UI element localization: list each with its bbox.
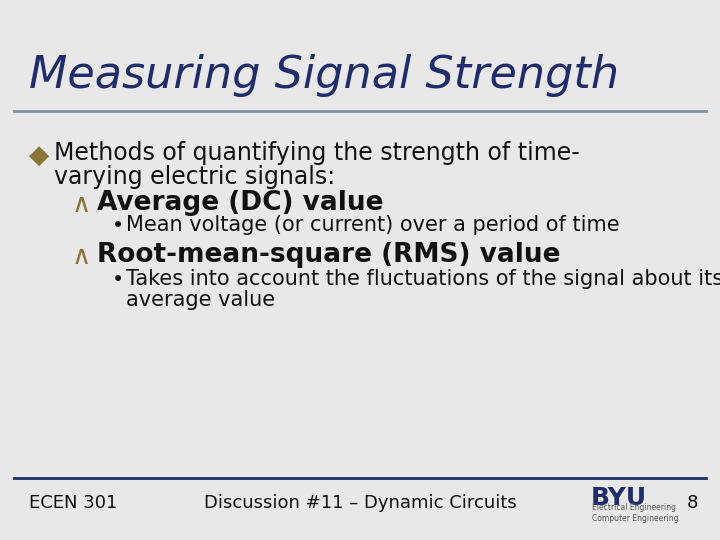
Text: ∧: ∧ <box>72 192 91 218</box>
Text: Electrical Engineering
Computer Engineering: Electrical Engineering Computer Engineer… <box>592 503 678 523</box>
Text: Methods of quantifying the strength of time-: Methods of quantifying the strength of t… <box>54 141 580 165</box>
Text: Takes into account the fluctuations of the signal about its: Takes into account the fluctuations of t… <box>126 269 720 289</box>
Text: Mean voltage (or current) over a period of time: Mean voltage (or current) over a period … <box>126 215 620 235</box>
Text: •: • <box>112 270 124 290</box>
Text: 8: 8 <box>687 494 698 512</box>
Text: Measuring Signal Strength: Measuring Signal Strength <box>29 54 619 97</box>
Text: BYU: BYU <box>590 486 647 510</box>
Text: average value: average value <box>126 290 275 310</box>
Text: Average (DC) value: Average (DC) value <box>97 190 384 216</box>
Text: •: • <box>112 216 124 236</box>
Text: varying electric signals:: varying electric signals: <box>54 165 335 188</box>
Text: ∧: ∧ <box>72 244 91 270</box>
Text: ◆: ◆ <box>29 143 49 169</box>
Text: ECEN 301: ECEN 301 <box>29 494 117 512</box>
Text: Root-mean-square (RMS) value: Root-mean-square (RMS) value <box>97 242 561 268</box>
Text: Discussion #11 – Dynamic Circuits: Discussion #11 – Dynamic Circuits <box>204 494 516 512</box>
